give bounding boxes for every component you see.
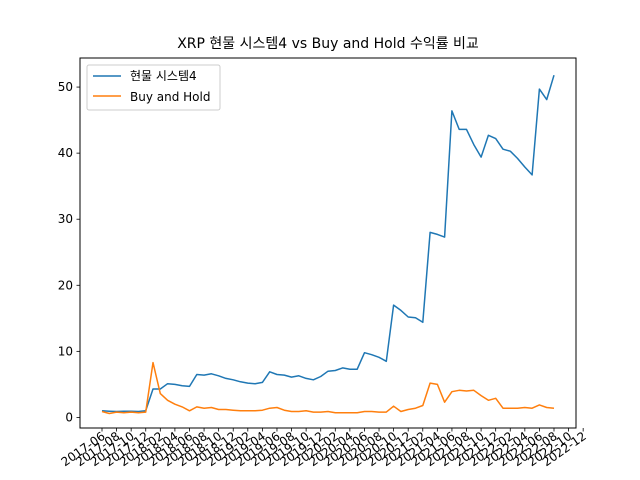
y-tick-label: 30 <box>58 212 73 226</box>
y-tick-label: 50 <box>58 80 73 94</box>
y-tick-label: 10 <box>58 344 73 358</box>
legend-label-series-2: Buy and Hold <box>130 90 210 104</box>
legend-label-series-1: 현물 시스템4 <box>130 69 197 83</box>
chart-title: XRP 현물 시스템4 vs Buy and Hold 수익률 비교 <box>177 36 479 52</box>
y-tick-label: 0 <box>65 410 73 424</box>
y-tick-label: 20 <box>58 278 73 292</box>
legend: 현물 시스템4 Buy and Hold <box>86 64 221 111</box>
axes-frame <box>79 57 577 429</box>
series-line-1 <box>101 74 555 413</box>
y-tick-label: 40 <box>58 146 73 160</box>
series-line-2 <box>101 361 555 415</box>
